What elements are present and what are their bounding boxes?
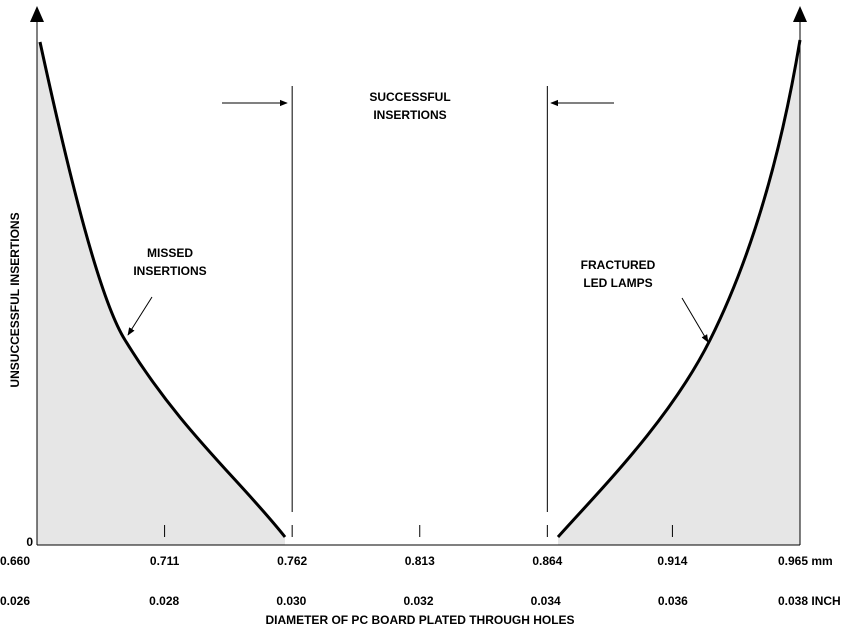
annotation: MISSED [147,246,193,260]
annotation: INSERTIONS [133,264,206,278]
x2-tick-label: 0.038 INCH [778,594,841,608]
missed-curve [38,41,287,538]
x2-tick-label: 0.028 [149,594,179,608]
x-tick-label: 0.813 [405,554,435,568]
x2-tick-label: 0.034 [531,594,561,608]
x2-tick-label: 0.026 [0,594,30,608]
annotation: FRACTURED [581,258,656,272]
x-tick-label: 0.864 [532,554,562,568]
right-axis-arrow [793,6,807,22]
annotation: LED LAMPS [583,276,652,290]
y-axis-label: UNSUCCESSFUL INSERTIONS [8,212,22,387]
x-tick-label: 0.965 mm [778,554,833,568]
y-tick-label: 0 [26,535,33,549]
x-tick-label: 0.762 [277,554,307,568]
y-axis-arrow [30,6,44,22]
x2-tick-label: 0.030 [276,594,306,608]
missed-area [37,42,285,545]
x-tick-label: 0.914 [657,554,687,568]
x-tick-label: 0.660 [0,554,30,568]
arrow [681,297,709,343]
x2-tick-label: 0.032 [403,594,433,608]
x2-tick-label: 0.036 [658,594,688,608]
x-axis-label: DIAMETER OF PC BOARD PLATED THROUGH HOLE… [265,613,574,627]
annotation: SUCCESSFUL [369,90,450,104]
fractured-curve [556,39,802,538]
arrow [127,296,153,336]
fractured-area [558,40,800,545]
x-tick-label: 0.711 [150,554,180,568]
annotation: INSERTIONS [373,108,446,122]
